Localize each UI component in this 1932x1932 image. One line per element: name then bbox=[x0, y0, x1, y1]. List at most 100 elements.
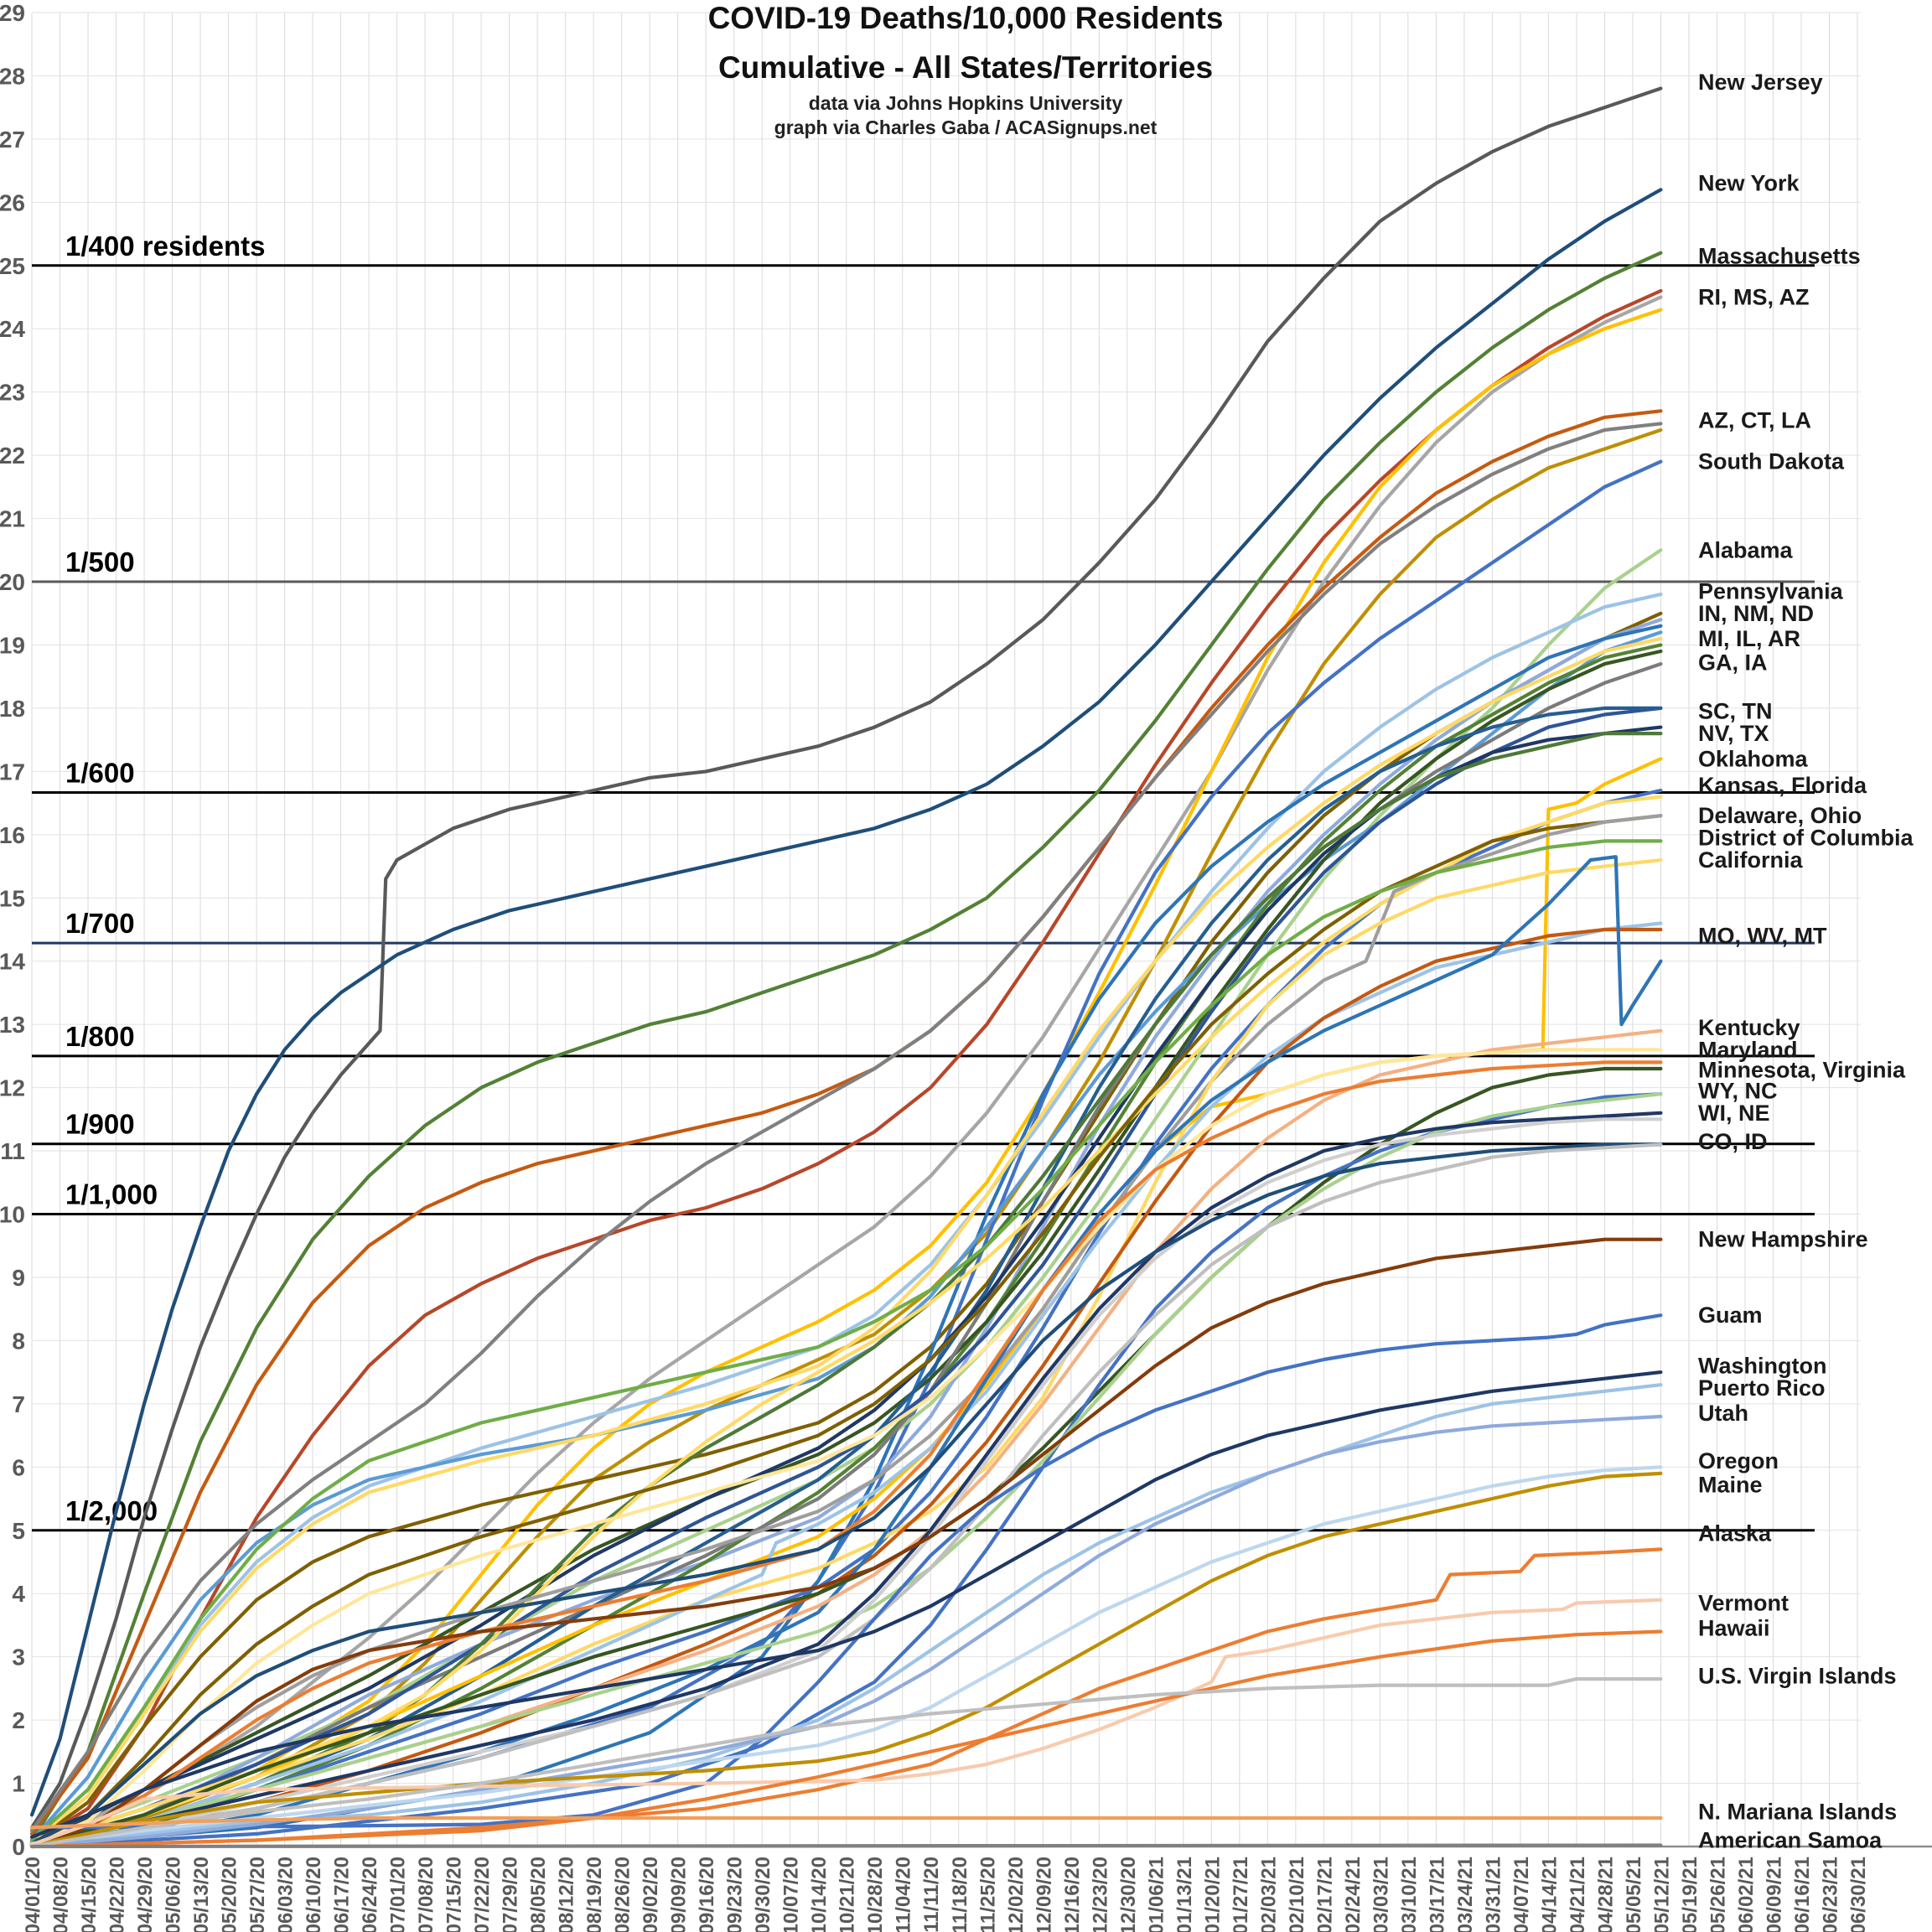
x-axis-tick-label: 04/08/20 bbox=[50, 1857, 73, 1932]
x-axis-tick-label: 11/18/20 bbox=[949, 1857, 971, 1932]
x-axis-tick-label: 12/23/20 bbox=[1089, 1857, 1111, 1932]
x-axis-tick-label: 06/10/20 bbox=[303, 1857, 325, 1932]
series-label: GA, IA bbox=[1698, 650, 1768, 676]
x-axis-tick-label: 08/05/20 bbox=[527, 1857, 550, 1932]
x-axis-tick-label: 02/03/21 bbox=[1257, 1857, 1280, 1932]
x-axis-tick-label: 05/05/21 bbox=[1623, 1857, 1645, 1932]
series-line-MT bbox=[29, 855, 1663, 1848]
chart-title-line1: COVID-19 Deaths/10,000 Residents bbox=[708, 1, 1224, 35]
x-axis-tick-label: 03/10/21 bbox=[1398, 1857, 1421, 1932]
series-line-PA bbox=[29, 592, 1663, 1842]
y-axis-tick-label: 25 bbox=[0, 253, 25, 279]
y-axis-tick-label: 14 bbox=[0, 949, 25, 975]
y-axis-tick-label: 18 bbox=[0, 696, 25, 722]
series-label: California bbox=[1698, 847, 1804, 873]
y-axis-tick-label: 17 bbox=[0, 759, 25, 785]
series-label: New York bbox=[1698, 171, 1800, 196]
series-line-RI bbox=[29, 288, 1663, 1846]
series-label: MO, WV, MT bbox=[1698, 924, 1827, 949]
series-line-NE bbox=[29, 1117, 1663, 1848]
x-axis-tick-label: 02/24/21 bbox=[1342, 1857, 1365, 1932]
x-axis-tick-label: 04/29/20 bbox=[134, 1857, 157, 1932]
series-label: AZ, CT, LA bbox=[1698, 408, 1811, 433]
series-label: Alabama bbox=[1698, 537, 1794, 562]
x-axis-tick-label: 06/24/20 bbox=[359, 1857, 381, 1932]
y-axis-tick-label: 8 bbox=[12, 1328, 25, 1354]
series-label: Guam bbox=[1698, 1303, 1763, 1328]
x-axis-tick-label: 01/13/21 bbox=[1173, 1857, 1196, 1932]
y-axis-tick-label: 6 bbox=[12, 1454, 25, 1480]
x-axis-tick-label: 09/09/20 bbox=[668, 1857, 691, 1932]
y-axis-tick-label: 20 bbox=[0, 569, 25, 595]
x-axis-tick-label: 09/23/20 bbox=[724, 1857, 747, 1932]
series-line-AK bbox=[29, 1547, 1663, 1849]
x-axis-tick-label: 10/14/20 bbox=[808, 1857, 831, 1932]
series-line-SD bbox=[29, 459, 1663, 1847]
x-axis-tick-label: 05/13/20 bbox=[190, 1857, 213, 1932]
x-axis-tick-label: 05/27/20 bbox=[246, 1857, 269, 1932]
x-axis-tick-label: 03/31/21 bbox=[1482, 1857, 1505, 1932]
x-axis-tick-label: 05/06/20 bbox=[163, 1857, 185, 1932]
series-label: New Hampshire bbox=[1698, 1227, 1868, 1252]
y-axis-tick-label: 27 bbox=[0, 127, 25, 153]
x-axis-tick-label: 05/20/20 bbox=[219, 1857, 241, 1932]
series-label: WI, NE bbox=[1698, 1101, 1770, 1126]
series-label: Kansas, Florida bbox=[1698, 773, 1867, 798]
x-axis-tick-label: 06/17/20 bbox=[331, 1857, 354, 1932]
x-axis-tick-label: 07/15/20 bbox=[443, 1857, 466, 1932]
x-axis-tick-label: 06/16/21 bbox=[1791, 1857, 1814, 1932]
series-label: South Dakota bbox=[1698, 449, 1845, 474]
series-line-GA bbox=[29, 649, 1663, 1847]
series-label: CO, ID bbox=[1698, 1129, 1768, 1154]
series-line-NJ bbox=[29, 86, 1663, 1830]
y-axis-tick-label: 22 bbox=[0, 443, 25, 469]
x-axis-tick-label: 12/30/20 bbox=[1117, 1857, 1140, 1932]
series-line-CT bbox=[29, 409, 1663, 1836]
series-line-CA bbox=[29, 857, 1663, 1847]
series-label: SC, TN bbox=[1698, 699, 1773, 724]
y-axis-tick-label: 11 bbox=[0, 1138, 25, 1164]
x-axis-tick-label: 07/08/20 bbox=[415, 1857, 438, 1932]
y-axis-tick-label: 29 bbox=[0, 0, 25, 26]
y-axis-tick-label: 26 bbox=[0, 189, 25, 215]
x-axis-tick-label: 12/09/20 bbox=[1033, 1857, 1055, 1932]
series-line-NM bbox=[29, 618, 1663, 1847]
y-axis-tick-label: 21 bbox=[0, 506, 25, 532]
x-axis-tick-label: 04/07/21 bbox=[1510, 1857, 1533, 1932]
series-line-AS bbox=[29, 1843, 1663, 1849]
series-label: Alaska bbox=[1698, 1521, 1772, 1546]
chart-credit-graph: graph via Charles Gaba / ACASignups.net bbox=[774, 117, 1158, 138]
chart-title-line2: Cumulative - All States/Territories bbox=[718, 50, 1213, 85]
x-axis-tick-label: 05/19/21 bbox=[1679, 1857, 1702, 1932]
series-line-MA bbox=[29, 251, 1663, 1842]
x-axis-tick-label: 08/12/20 bbox=[556, 1857, 578, 1932]
x-axis-tick-label: 07/01/20 bbox=[387, 1857, 410, 1932]
series-line-VI bbox=[29, 1676, 1663, 1849]
series-label: Minnesota, Virginia bbox=[1698, 1057, 1906, 1082]
y-axis-tick-label: 10 bbox=[0, 1202, 25, 1228]
x-axis-tick-label: 09/16/20 bbox=[696, 1857, 718, 1932]
series-label: Oklahoma bbox=[1698, 746, 1809, 771]
x-axis-tick-label: 04/21/21 bbox=[1567, 1857, 1589, 1932]
y-axis-tick-label: 9 bbox=[12, 1265, 25, 1291]
series-line-DE bbox=[29, 814, 1663, 1846]
series-label: New Jersey bbox=[1698, 70, 1823, 95]
x-axis-tick-label: 06/02/21 bbox=[1735, 1857, 1758, 1932]
series-line-ND bbox=[29, 624, 1663, 1848]
series-label: U.S. Virgin Islands bbox=[1698, 1663, 1897, 1688]
series-line-KS bbox=[29, 788, 1663, 1847]
x-axis-tick-label: 10/07/20 bbox=[780, 1857, 803, 1932]
series-line-VT bbox=[29, 1598, 1663, 1847]
series-line-FL bbox=[29, 795, 1663, 1847]
y-axis-tick-label: 24 bbox=[0, 316, 25, 342]
series-label: MI, IL, AR bbox=[1698, 626, 1800, 651]
series-line-SC bbox=[29, 706, 1663, 1847]
y-axis-tick-label: 7 bbox=[12, 1391, 25, 1417]
series-label: Pennsylvania bbox=[1698, 578, 1844, 603]
series-line-MP bbox=[29, 1815, 1663, 1830]
y-axis-tick-label: 28 bbox=[0, 63, 25, 89]
x-axis-tick-label: 04/14/21 bbox=[1538, 1857, 1561, 1932]
series-line-NY bbox=[29, 188, 1663, 1817]
reference-line-label: 1/600 bbox=[65, 758, 135, 789]
